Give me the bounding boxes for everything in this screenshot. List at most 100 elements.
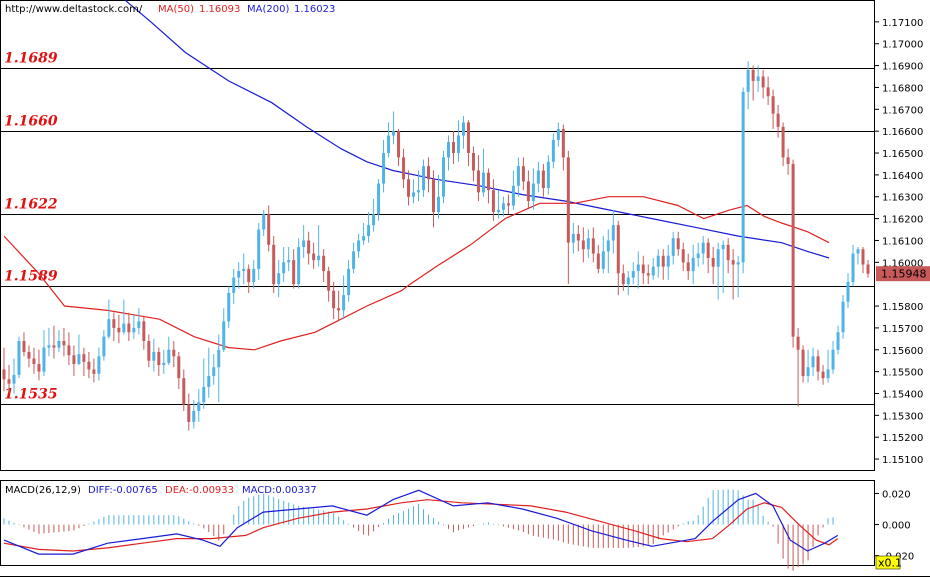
candle-body <box>302 240 306 248</box>
moving-average-lines <box>3 0 830 351</box>
candle-body <box>461 122 465 136</box>
candle <box>681 242 685 272</box>
candle-body <box>866 264 870 274</box>
candle-body <box>217 349 221 368</box>
candle <box>731 249 735 300</box>
candle <box>456 120 460 162</box>
candle <box>142 316 146 350</box>
candle-body <box>476 170 480 193</box>
candle <box>646 264 650 285</box>
candle <box>861 247 865 274</box>
candle-body <box>292 260 296 285</box>
candle-body <box>147 341 151 361</box>
candle <box>52 325 56 359</box>
candle <box>606 229 610 274</box>
candle <box>526 170 530 208</box>
price-tick-label: 1.16100 <box>882 236 923 247</box>
macd-tick-label: 0.020 <box>882 489 911 500</box>
ma50-value: 1.16093 <box>199 4 240 15</box>
candle-body <box>696 253 700 258</box>
candle-body <box>516 166 520 186</box>
level-label: 1.1589 <box>4 269 58 285</box>
candle-body <box>342 295 346 311</box>
candle <box>402 148 406 188</box>
candle-body <box>357 240 361 252</box>
candle <box>701 236 705 265</box>
candle-body <box>596 253 600 269</box>
price-tick-label: 1.16500 <box>882 149 923 160</box>
candle-body <box>42 347 46 372</box>
candle <box>486 168 490 204</box>
candle <box>62 327 66 357</box>
candle <box>776 104 780 138</box>
candle-body <box>272 244 276 285</box>
ma50-label: MA(50) <box>158 4 194 15</box>
candle <box>167 336 171 366</box>
candle <box>262 209 266 237</box>
price-tick-label: 1.16700 <box>882 105 923 116</box>
candle <box>92 358 96 383</box>
candle-body <box>631 271 635 278</box>
candle <box>2 347 6 392</box>
candle-body <box>162 362 166 366</box>
candle-body <box>142 321 146 342</box>
scale-badge[interactable] <box>875 555 901 570</box>
candle-body <box>681 249 685 263</box>
candle <box>237 262 241 289</box>
candlestick-series <box>2 61 870 431</box>
price-tick-label: 1.17000 <box>882 40 923 51</box>
candle <box>626 271 630 296</box>
candle-body <box>257 229 261 269</box>
source-url[interactable]: http://www.deltastock.com/ <box>5 4 143 15</box>
candle <box>616 220 620 296</box>
candle-body <box>851 253 855 282</box>
candle-body <box>531 183 535 202</box>
candle-body <box>337 308 341 311</box>
candle <box>821 365 825 385</box>
candle <box>806 349 810 383</box>
candle-body <box>362 236 366 241</box>
candle-body <box>736 262 740 265</box>
candle <box>716 242 720 300</box>
candle <box>412 179 416 204</box>
price-tick-label: 1.15400 <box>882 389 923 400</box>
ma200-label: MA(200) <box>247 4 289 15</box>
candle <box>531 168 535 210</box>
candle <box>671 231 675 265</box>
ma50-line <box>3 196 830 351</box>
candle-body <box>751 69 755 81</box>
candle <box>57 330 61 352</box>
candle <box>157 347 161 376</box>
candle-body <box>12 374 16 384</box>
candle <box>656 249 660 278</box>
candle <box>736 255 740 298</box>
candle <box>87 351 91 379</box>
candle-body <box>576 233 580 241</box>
candle <box>392 111 396 145</box>
candle <box>307 231 311 265</box>
price-tick-label: 1.15100 <box>882 455 923 466</box>
candle <box>636 251 640 289</box>
candle <box>461 115 465 149</box>
candle-body <box>167 349 171 363</box>
candle <box>372 198 376 232</box>
candle-body <box>481 172 485 193</box>
price-tick-label: 1.15700 <box>882 324 923 335</box>
scale-label[interactable]: x0.1 <box>878 557 902 570</box>
candle <box>317 225 321 267</box>
candle-body <box>312 253 316 261</box>
candle-body <box>432 179 436 213</box>
candle-body <box>102 336 106 357</box>
candle-body <box>501 203 505 210</box>
candle-body <box>157 351 161 366</box>
macd-indicator <box>3 489 839 571</box>
candle-body <box>811 356 815 368</box>
candle-body <box>237 271 241 278</box>
candle-body <box>32 358 36 364</box>
level-label: 1.1535 <box>4 387 58 403</box>
candle <box>721 240 725 293</box>
macd-title: MACD(26,12,9) <box>5 485 81 496</box>
price-tick-label: 1.15200 <box>882 433 923 444</box>
candle-body <box>791 163 795 337</box>
